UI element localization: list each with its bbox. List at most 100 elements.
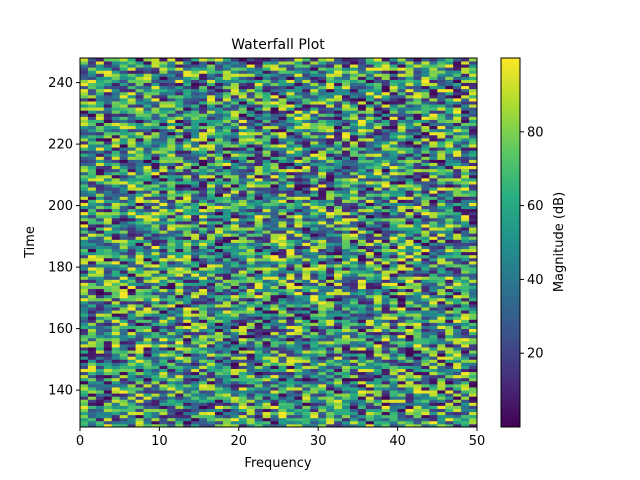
heatmap-cell <box>294 260 303 265</box>
heatmap-cell <box>127 153 136 157</box>
heatmap-cell <box>167 214 176 219</box>
heatmap-cell <box>151 245 160 250</box>
heatmap-cell <box>207 227 216 231</box>
heatmap-cell <box>246 408 256 413</box>
heatmap-cell <box>254 125 264 130</box>
heatmap-cell <box>262 257 271 262</box>
heatmap-cell <box>207 288 216 293</box>
heatmap-cell <box>357 350 367 354</box>
heatmap-cell <box>373 408 383 413</box>
heatmap-cell <box>143 288 152 293</box>
heatmap-cell <box>413 343 422 348</box>
heatmap-cell <box>326 310 335 314</box>
heatmap-cell <box>246 162 256 167</box>
heatmap-cell <box>421 248 430 253</box>
heatmap-cell <box>270 264 279 268</box>
heatmap-cell <box>199 202 208 206</box>
heatmap-cell <box>365 282 375 286</box>
heatmap-cell <box>421 383 430 388</box>
heatmap-cell <box>270 300 279 305</box>
heatmap-cell <box>135 408 144 413</box>
heatmap-cell <box>175 362 184 366</box>
heatmap-cell <box>80 214 89 219</box>
heatmap-cell <box>95 122 105 127</box>
heatmap-cell <box>207 171 216 176</box>
heatmap-cell <box>334 125 343 130</box>
heatmap-cell <box>95 279 105 283</box>
heatmap-cell <box>397 325 406 329</box>
heatmap-cell <box>357 245 367 250</box>
heatmap-cell <box>80 405 89 409</box>
heatmap-cell <box>461 196 470 200</box>
heatmap-cell <box>191 190 200 194</box>
heatmap-cell <box>334 270 343 274</box>
heatmap-cell <box>453 337 462 342</box>
heatmap-cell <box>87 131 97 136</box>
heatmap-cell <box>429 411 438 416</box>
heatmap-cell <box>230 353 240 357</box>
heatmap-cell <box>453 227 462 231</box>
heatmap-cell <box>230 377 240 382</box>
heatmap-cell <box>437 334 446 339</box>
heatmap-cell <box>262 337 271 342</box>
heatmap-cell <box>397 402 406 406</box>
heatmap-cell <box>238 374 248 379</box>
heatmap-cell <box>349 282 359 286</box>
heatmap-cell <box>103 153 113 157</box>
heatmap-cell <box>349 174 359 179</box>
heatmap-cell <box>373 285 383 290</box>
heatmap-cell <box>191 233 200 237</box>
heatmap-cell <box>175 285 184 290</box>
heatmap-cell <box>453 264 462 268</box>
heatmap-cell <box>183 331 192 336</box>
heatmap-cell <box>429 282 438 286</box>
heatmap-cell <box>87 248 97 253</box>
heatmap-cell <box>238 174 248 179</box>
heatmap-cell <box>238 184 248 188</box>
heatmap-cell <box>334 193 343 197</box>
heatmap-cell <box>175 224 184 228</box>
heatmap-cell <box>87 128 97 133</box>
heatmap-cell <box>302 411 311 416</box>
heatmap-cell <box>286 220 295 225</box>
heatmap-cell <box>286 319 295 323</box>
heatmap-cell <box>310 387 319 391</box>
heatmap-cell <box>429 224 438 228</box>
heatmap-cell <box>199 257 208 262</box>
heatmap-cell <box>421 199 430 203</box>
heatmap-cell <box>230 313 240 317</box>
heatmap-cell <box>326 168 335 173</box>
heatmap-cell <box>95 420 105 425</box>
heatmap-cell <box>87 319 97 323</box>
heatmap-cell <box>214 211 224 216</box>
heatmap-cell <box>413 128 422 133</box>
heatmap-cell <box>445 282 454 286</box>
heatmap-cell <box>143 196 152 200</box>
heatmap-cell <box>349 168 359 173</box>
heatmap-cell <box>405 270 414 274</box>
heatmap-cell <box>80 270 89 274</box>
heatmap-cell <box>326 417 335 422</box>
heatmap-cell <box>262 239 271 243</box>
heatmap-cell <box>199 171 208 176</box>
heatmap-cell <box>389 245 398 250</box>
heatmap-cell <box>349 193 359 197</box>
heatmap-cell <box>207 374 216 379</box>
heatmap-cell <box>437 233 446 237</box>
heatmap-cell <box>310 264 319 268</box>
heatmap-cell <box>103 390 113 394</box>
heatmap-cell <box>421 350 430 354</box>
heatmap-cell <box>143 282 152 286</box>
heatmap-cell <box>254 137 264 142</box>
heatmap-cell <box>207 196 216 200</box>
heatmap-cell <box>445 184 454 188</box>
heatmap-cell <box>302 159 311 163</box>
heatmap-cell <box>294 141 303 145</box>
heatmap-cell <box>278 193 287 197</box>
heatmap-cell <box>254 187 264 191</box>
heatmap-cell <box>143 380 152 385</box>
heatmap-cell <box>127 131 136 136</box>
heatmap-cell <box>437 187 446 191</box>
heatmap-cell <box>469 190 478 194</box>
heatmap-cell <box>151 408 160 413</box>
